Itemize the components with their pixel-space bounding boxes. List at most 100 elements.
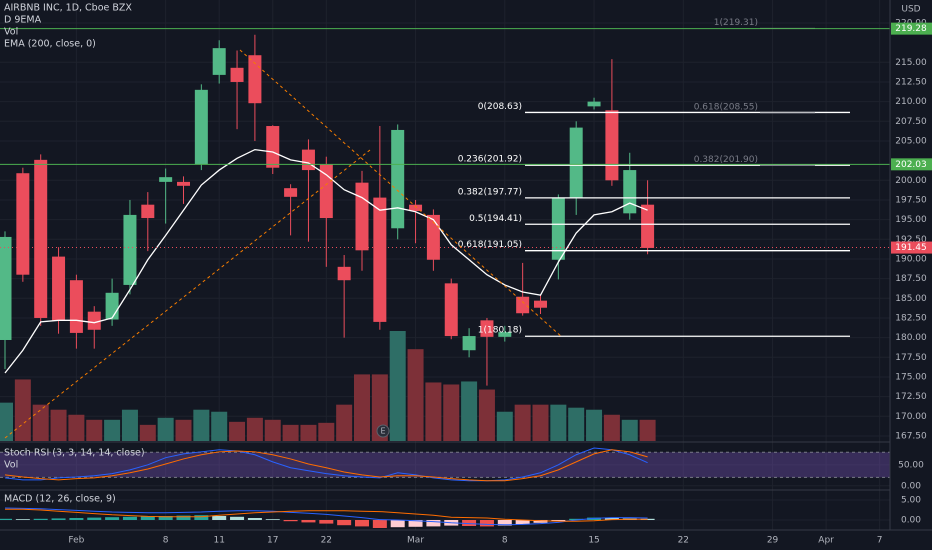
y-tick-label: 200.00	[895, 176, 927, 186]
currency: USD	[901, 5, 920, 15]
x-tick-label: Apr	[818, 536, 834, 546]
fib-label: 0.382(201.90)	[694, 155, 758, 165]
candle-body	[52, 256, 66, 321]
candle-body	[373, 197, 387, 322]
macd-histogram-bar	[51, 518, 66, 520]
macd-label: MACD (12, 26, close, 9)	[4, 494, 116, 505]
macd-histogram-bar	[69, 518, 84, 520]
indicator-label: EMA (200, close, 0)	[4, 39, 96, 50]
y-tick-label: 175.00	[895, 372, 927, 382]
candle-body	[391, 129, 405, 229]
y-tick-label: 167.50	[895, 431, 927, 441]
candle-body	[16, 173, 30, 275]
macd-histogram-bar	[301, 520, 316, 523]
volume-bar	[0, 402, 13, 441]
macd-histogram-bar	[408, 520, 423, 527]
candle-body	[605, 110, 619, 181]
candle-body	[569, 127, 583, 198]
candle-body	[248, 55, 262, 104]
volume-bar	[318, 422, 335, 441]
y-tick-label: 0.00	[901, 516, 921, 526]
stoch-sub-label: Vol	[4, 460, 18, 471]
macd-histogram-bar	[533, 520, 548, 523]
candle-body	[337, 266, 351, 281]
macd-line	[4, 507, 648, 526]
macd-histogram-bar	[212, 516, 227, 520]
volume-bar	[300, 424, 317, 441]
volume-bar	[175, 419, 192, 441]
volume-bar	[354, 374, 370, 441]
stoch-line	[4, 447, 648, 482]
volume-bar	[603, 414, 620, 441]
macd-histogram-bar	[479, 520, 494, 527]
x-tick-label: 22	[678, 536, 689, 546]
y-tick-label: 192.50	[895, 235, 927, 245]
y-tick-label: 182.50	[895, 313, 927, 323]
candle-body	[284, 188, 298, 197]
price-badge-label: 191.45	[895, 243, 927, 253]
macd-line	[5, 508, 648, 522]
fib-label: 0.5(194.41)	[469, 214, 522, 224]
volume-bar	[621, 419, 638, 441]
candle-body	[462, 336, 476, 351]
fib-label: 0(208.63)	[478, 102, 522, 112]
volume-bar	[86, 419, 103, 441]
indicator-label: D 9EMA	[4, 15, 42, 26]
event-marker[interactable]: E	[380, 427, 385, 436]
volume-bar	[193, 409, 210, 441]
y-tick-label: 210.00	[895, 97, 927, 107]
volume-bar	[496, 411, 513, 441]
candle-body	[266, 126, 280, 168]
candle-body	[194, 89, 208, 165]
macd-histogram-bar	[337, 520, 352, 526]
volume-bar	[514, 404, 531, 441]
event-badge[interactable]	[376, 424, 390, 438]
candle-body	[230, 67, 244, 82]
macd-histogram-bar	[176, 515, 191, 520]
y-tick-label: 177.50	[895, 353, 927, 363]
x-tick-label: Feb	[68, 536, 84, 546]
volume-bar	[229, 421, 246, 441]
y-tick-label: 172.50	[895, 392, 927, 402]
candle-body	[551, 197, 565, 260]
candle-body	[301, 149, 315, 171]
x-tick-label: 8	[163, 536, 169, 546]
candle-body	[498, 332, 512, 337]
volume-bar	[425, 382, 442, 441]
y-tick-label: 170.00	[895, 412, 927, 422]
macd-histogram-bar	[355, 520, 369, 527]
fib-label: 1(180.18)	[478, 326, 522, 336]
macd-histogram-bar	[265, 519, 280, 520]
volume-bar	[121, 409, 138, 441]
volume-bar	[371, 374, 388, 441]
volume-bar	[139, 424, 156, 441]
candle-body	[641, 204, 655, 248]
x-tick-label: Mar	[407, 536, 424, 546]
plot: Feb 8 11 17 22 Mar 8 15 22 29 Apr 7 167.50 170.00 172.…	[0, 18, 932, 546]
volume-bar	[586, 409, 603, 441]
x-tick-label: 29	[767, 536, 779, 546]
stoch-label: Stoch RSI (3, 3, 14, 14, close)	[4, 448, 145, 459]
y-tick-label: 50.00	[898, 460, 924, 470]
macd-histogram-bar	[497, 520, 512, 526]
macd-histogram-bar	[604, 518, 619, 520]
volume-bar	[157, 417, 174, 441]
candle-body	[516, 296, 530, 314]
x-tick-label: 7	[877, 536, 883, 546]
candle-body	[0, 236, 12, 340]
y-tick-label: 205.00	[895, 136, 927, 146]
x-tick-label: 11	[213, 536, 224, 546]
macd-histogram-bar	[515, 520, 530, 525]
macd-histogram-bar	[372, 520, 387, 528]
y-tick-label: 5.00	[901, 496, 921, 506]
macd-histogram-bar	[462, 520, 477, 526]
fib-label: 0.618(191.05)	[458, 240, 522, 250]
volume-bar	[104, 419, 121, 441]
volume-bar	[264, 419, 281, 441]
y-tick-label: 212.50	[895, 77, 927, 87]
candle-body	[444, 283, 458, 337]
candle-body	[177, 181, 190, 186]
fib-label: 1(219.31)	[714, 18, 758, 28]
y-tick-label: 185.00	[895, 294, 927, 304]
